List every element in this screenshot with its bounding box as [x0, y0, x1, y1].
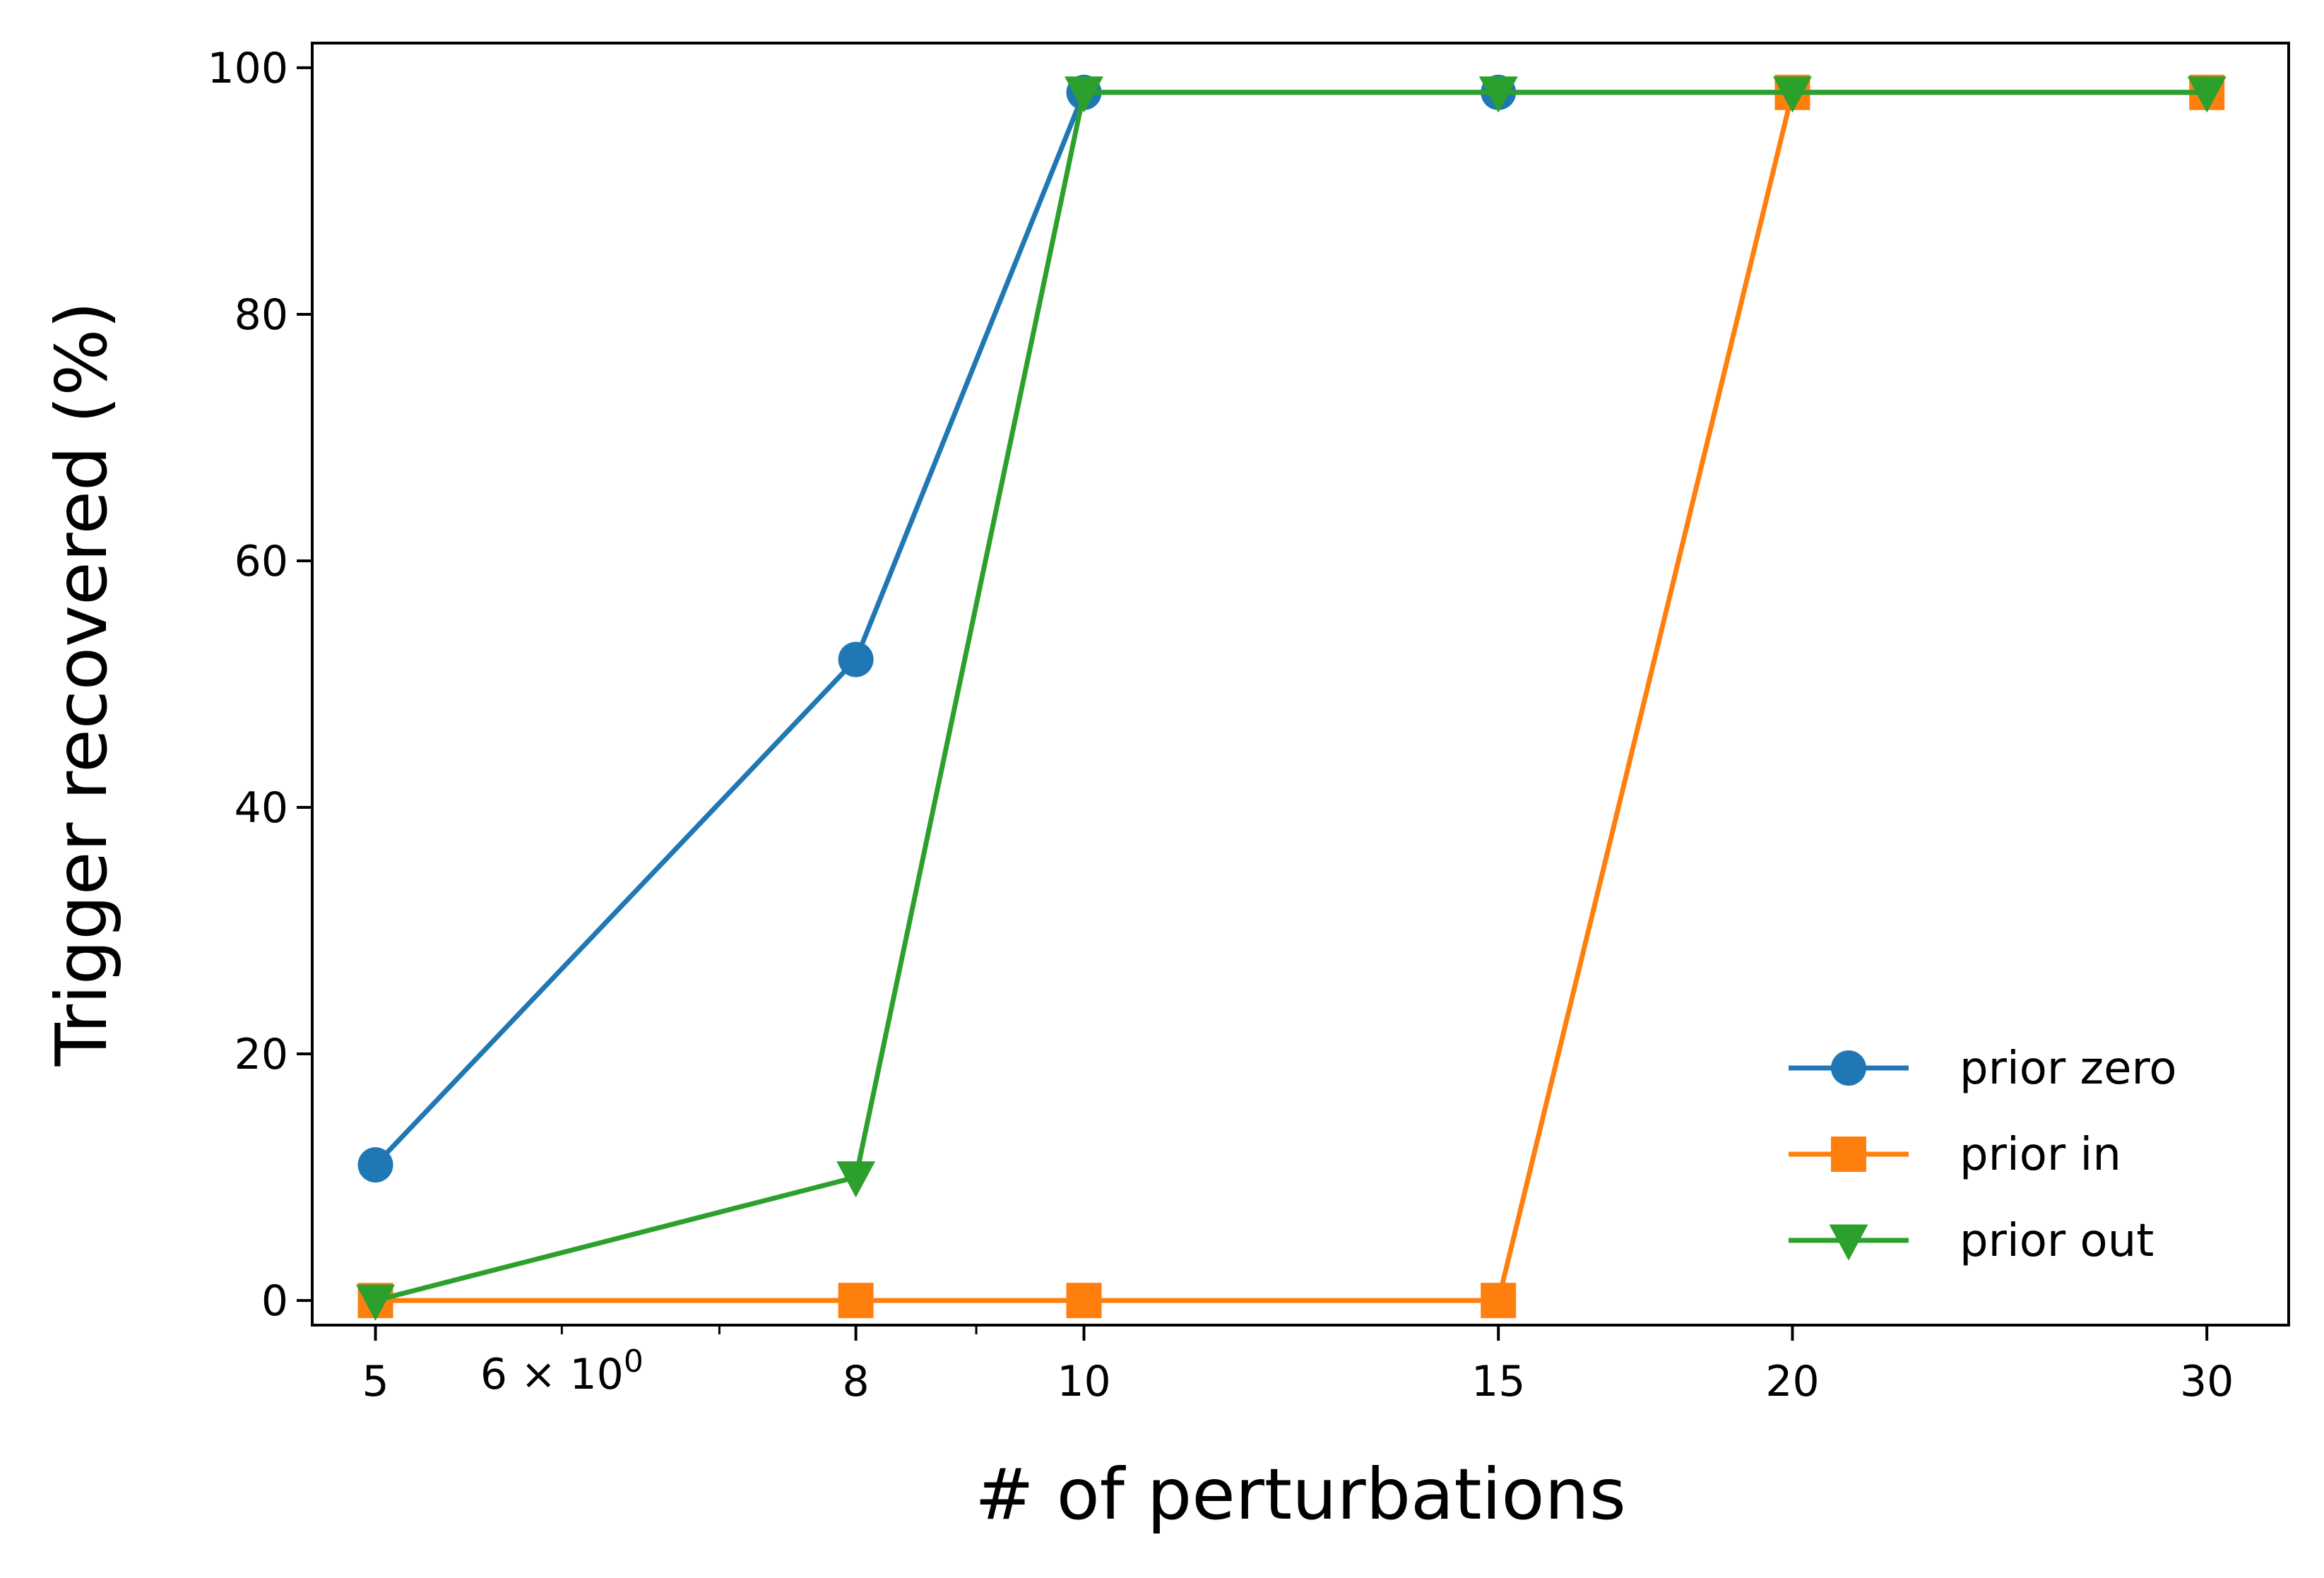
data-point: [1066, 1283, 1102, 1319]
data-point: [357, 1147, 393, 1183]
y-axis-label: Trigger recovered (%): [40, 302, 123, 1067]
x-tick-label: 5: [362, 1357, 389, 1406]
data-point: [1481, 1283, 1517, 1319]
legend: prior zero prior in prior out: [1789, 1043, 2177, 1267]
plot-frame: [311, 42, 2290, 1327]
legend-label: prior out: [1960, 1215, 2154, 1267]
y-tick-label: 100: [207, 44, 288, 93]
data-point: [838, 1283, 874, 1319]
legend-marker: [1831, 1137, 1866, 1172]
y-tick-label: 40: [235, 783, 288, 833]
x-tick-label: 30: [2180, 1357, 2234, 1406]
x-extra-tick-base: 6 × 10: [480, 1350, 624, 1399]
y-tick-label: 80: [235, 290, 288, 340]
data-point: [838, 641, 874, 677]
data-point: [356, 1284, 396, 1321]
x-tick-label: 8: [843, 1357, 870, 1406]
data-point: [2187, 76, 2227, 113]
legend-entry: prior out: [1789, 1215, 2154, 1267]
legend-marker: [1831, 1050, 1866, 1086]
data-point: [836, 1161, 876, 1198]
x-extra-tick-label: 6 × 100: [480, 1343, 644, 1399]
series-prior-out: [356, 76, 2227, 1321]
y-tick-label: 60: [235, 537, 288, 586]
y-tick-label: 20: [235, 1030, 288, 1079]
legend-label: prior in: [1960, 1129, 2121, 1181]
legend-entry: prior zero: [1789, 1043, 2177, 1095]
data-point: [1478, 76, 1518, 113]
x-tick-label: 10: [1057, 1357, 1110, 1406]
series-line: [374, 90, 2207, 1303]
legend-label: prior zero: [1960, 1043, 2177, 1095]
data-point: [1772, 76, 1812, 113]
legend-marker: [1829, 1224, 1868, 1261]
x-axis-label: # of perturbations: [975, 1453, 1626, 1536]
x-extra-tick-exponent: 0: [624, 1343, 644, 1380]
legend-entry: prior in: [1789, 1129, 2121, 1181]
x-tick-label: 15: [1471, 1357, 1525, 1406]
data-point: [1065, 76, 1104, 113]
x-tick-label: 20: [1765, 1357, 1819, 1406]
series-layer: [356, 74, 2227, 1321]
y-tick-label: 0: [261, 1276, 288, 1326]
